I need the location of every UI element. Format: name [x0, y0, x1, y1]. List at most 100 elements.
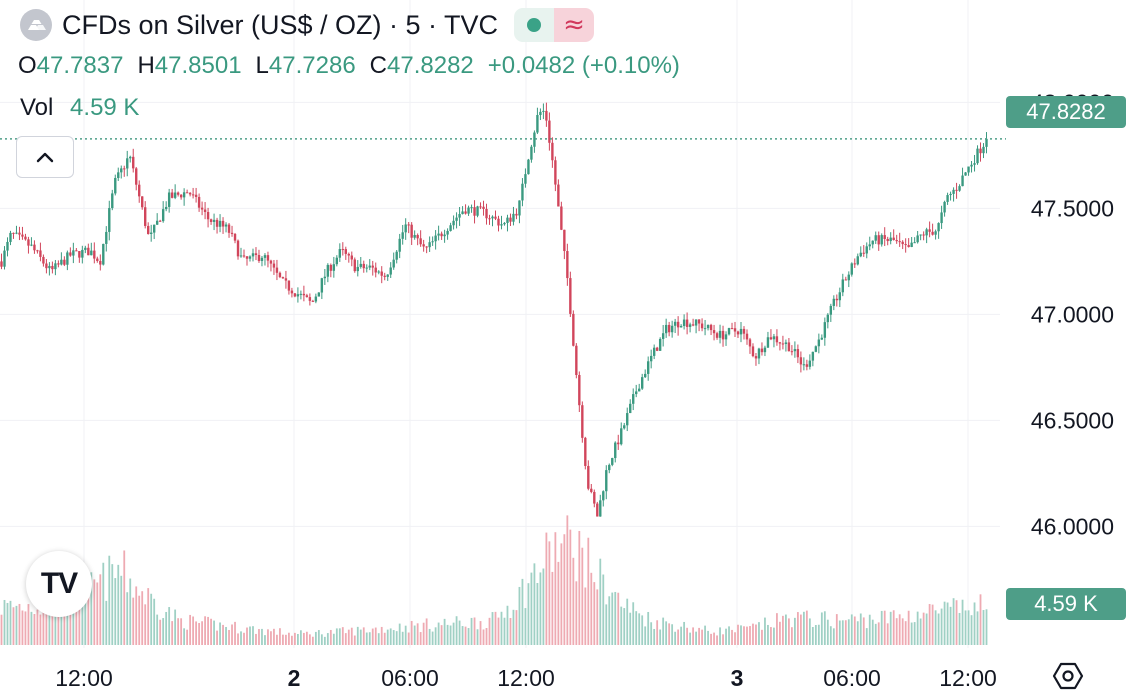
volume-bar	[326, 633, 329, 645]
volume-bar	[78, 604, 81, 645]
candle-body	[36, 250, 39, 252]
candle-body	[347, 253, 350, 256]
volume-bar	[467, 628, 470, 645]
volume-bar	[512, 609, 515, 645]
candle-body	[66, 252, 69, 265]
volume-bar	[356, 626, 359, 645]
candle-body	[440, 233, 443, 237]
volume-bar	[294, 632, 296, 645]
symbol-title[interactable]: CFDs on Silver (US$ / OZ) · 5 · TVC	[62, 9, 499, 40]
volume-bar	[698, 627, 700, 645]
volume-bar	[515, 610, 518, 645]
candle-body	[395, 251, 398, 260]
candle-body	[868, 244, 871, 247]
volume-bar	[728, 626, 730, 645]
volume-bar	[545, 532, 548, 645]
volume-bar	[422, 622, 425, 645]
volume-bar	[746, 626, 748, 645]
volume-bar	[141, 591, 144, 645]
chart-settings-icon[interactable]	[1052, 660, 1084, 692]
volume-bar	[811, 627, 814, 645]
candle-body	[302, 293, 306, 296]
volume-bar	[782, 615, 784, 645]
last-volume-label: 4.59 K	[1006, 588, 1126, 620]
candle-body	[87, 247, 90, 256]
candle-body	[117, 172, 120, 178]
volume-bar	[440, 625, 443, 645]
candle-body	[572, 313, 575, 346]
candle-body	[551, 142, 554, 161]
candle-body	[985, 138, 988, 147]
volume-bar	[817, 624, 820, 645]
candle-body	[862, 252, 865, 254]
candle-body	[129, 156, 132, 159]
tradingview-logo[interactable]: TV	[26, 551, 92, 617]
volume-bar	[258, 629, 260, 645]
volume-bar	[719, 627, 721, 645]
candle-body	[557, 184, 560, 207]
candle-body	[248, 256, 252, 259]
candle-body	[374, 267, 377, 273]
candle-body	[937, 223, 940, 232]
volume-bar	[704, 625, 706, 645]
volume-bar	[551, 571, 554, 645]
candle-body	[886, 238, 889, 242]
candle-body	[955, 189, 958, 191]
volume-bar	[853, 616, 856, 645]
candle-body	[464, 211, 467, 214]
volume-bar	[838, 620, 841, 645]
candle-body	[626, 413, 629, 426]
market-status-pill[interactable]: ≈	[514, 8, 595, 42]
candle-body	[892, 237, 895, 241]
candle-body	[455, 217, 458, 221]
candle-body	[691, 324, 695, 326]
high-label: H	[137, 52, 155, 79]
volume-bar	[389, 628, 392, 645]
volume-bar	[177, 618, 180, 645]
candle-body	[715, 333, 719, 338]
candle-body	[982, 146, 985, 154]
market-open-indicator[interactable]	[514, 8, 555, 42]
candle-body	[96, 258, 99, 261]
candle-body	[736, 331, 740, 335]
candle-body	[745, 333, 749, 340]
candle-body	[206, 212, 210, 220]
candle-body	[802, 364, 806, 366]
volume-bar	[51, 599, 54, 645]
volume-bar	[470, 617, 473, 645]
candle-body	[476, 206, 479, 216]
candle-body	[257, 255, 261, 262]
candle-body	[311, 300, 315, 302]
volume-value: 4.59 K	[70, 94, 140, 121]
volume-bar	[102, 562, 105, 645]
volume-bar	[320, 634, 323, 645]
volume-bar	[66, 611, 69, 645]
volume-bar	[344, 633, 347, 645]
close-label: C	[369, 52, 388, 79]
volume-bar	[135, 586, 138, 645]
candle-body	[952, 189, 955, 194]
volume-bar	[383, 632, 386, 645]
candle-body	[913, 242, 916, 244]
candle-body	[158, 220, 162, 222]
candle-body	[263, 255, 267, 258]
volume-bar	[3, 599, 6, 645]
volume-bar	[150, 593, 153, 645]
volume-bar	[27, 604, 30, 645]
candle-body	[694, 319, 698, 326]
collapse-legend-button[interactable]	[16, 136, 74, 178]
volume-bar	[749, 626, 751, 645]
candle-body	[703, 328, 707, 330]
candle-body	[428, 242, 431, 248]
volume-bar	[979, 594, 982, 645]
price-tick-label: 47.5000	[1031, 195, 1114, 221]
volume-bar	[500, 611, 503, 645]
delayed-data-indicator[interactable]: ≈	[554, 8, 595, 42]
volume-bar	[671, 624, 674, 645]
volume-legend[interactable]: Vol 4.59 K	[20, 94, 139, 122]
volume-bar	[42, 607, 45, 645]
candle-body	[45, 263, 48, 269]
candle-body	[617, 442, 620, 445]
volume-bar	[740, 625, 742, 645]
